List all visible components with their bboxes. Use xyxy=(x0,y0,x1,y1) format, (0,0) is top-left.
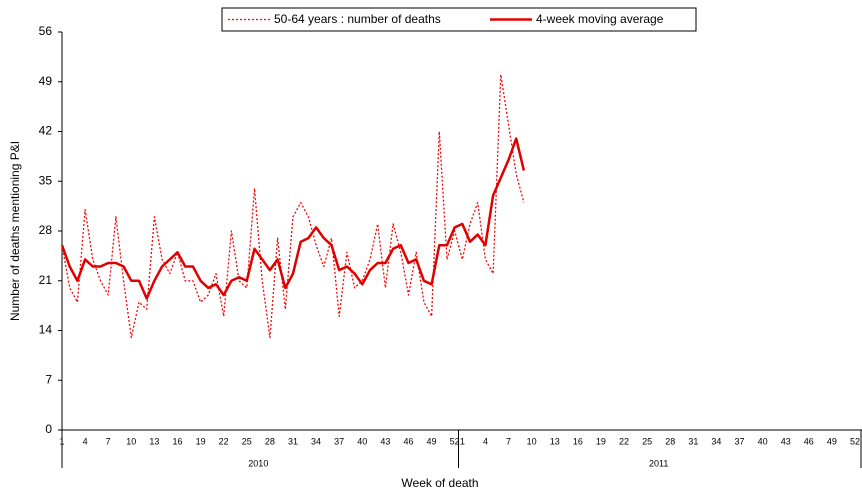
x-tick-label: 40 xyxy=(758,436,768,446)
x-tick-label: 40 xyxy=(357,436,367,446)
x-tick-label: 43 xyxy=(781,436,791,446)
y-tick-label: 42 xyxy=(39,124,53,138)
x-tick-label: 52 xyxy=(850,436,860,446)
y-tick-label: 7 xyxy=(45,372,52,386)
x-tick-label: 31 xyxy=(288,436,298,446)
x-tick-label: 49 xyxy=(427,436,437,446)
x-tick-label: 43 xyxy=(380,436,390,446)
y-tick-label: 35 xyxy=(39,173,53,187)
x-tick-label: 28 xyxy=(665,436,675,446)
x-tick-label: 25 xyxy=(642,436,652,446)
x-tick-label: 34 xyxy=(711,436,721,446)
x-tick-label: 10 xyxy=(126,436,136,446)
y-tick-label: 21 xyxy=(39,273,53,287)
x-tick-label: 7 xyxy=(106,436,111,446)
x-tick-label: 22 xyxy=(219,436,229,446)
x-tick-label: 52 xyxy=(450,436,460,446)
x-tick-label: 19 xyxy=(596,436,606,446)
legend-label: 4-week moving average xyxy=(536,12,664,26)
x-axis-title: Week of death xyxy=(401,476,478,490)
x-tick-label: 31 xyxy=(688,436,698,446)
series-line xyxy=(60,137,526,300)
x-tick-label: 28 xyxy=(265,436,275,446)
y-axis-title: Number of deaths mentioning P&I xyxy=(8,141,22,321)
legend-label: 50-64 years : number of deaths xyxy=(274,12,441,26)
x-group-label: 2010 xyxy=(248,458,268,468)
x-tick-label: 13 xyxy=(550,436,560,446)
x-tick-label: 4 xyxy=(83,436,88,446)
x-tick-label: 37 xyxy=(334,436,344,446)
x-tick-label: 4 xyxy=(483,436,488,446)
y-tick-label: 56 xyxy=(39,24,53,38)
x-tick-label: 46 xyxy=(804,436,814,446)
x-tick-label: 37 xyxy=(735,436,745,446)
x-tick-label: 7 xyxy=(506,436,511,446)
x-group-label: 2011 xyxy=(649,458,668,468)
x-tick-label: 34 xyxy=(311,436,321,446)
x-tick-label: 49 xyxy=(827,436,837,446)
x-tick-label: 13 xyxy=(149,436,159,446)
legend-box xyxy=(221,7,697,32)
series-line xyxy=(61,73,525,339)
x-tick-label: 16 xyxy=(573,436,583,446)
x-tick-label: 10 xyxy=(527,436,537,446)
x-tick-label: 25 xyxy=(242,436,252,446)
x-tick-label: 16 xyxy=(172,436,182,446)
x-tick-label: 46 xyxy=(403,436,413,446)
x-tick-label: 1 xyxy=(460,436,465,446)
y-tick-label: 28 xyxy=(39,223,53,237)
y-tick-label: 0 xyxy=(45,422,52,436)
y-tick-label: 49 xyxy=(39,74,53,88)
x-tick-label: 22 xyxy=(619,436,629,446)
y-tick-label: 14 xyxy=(39,323,53,337)
x-tick-label: 19 xyxy=(196,436,206,446)
